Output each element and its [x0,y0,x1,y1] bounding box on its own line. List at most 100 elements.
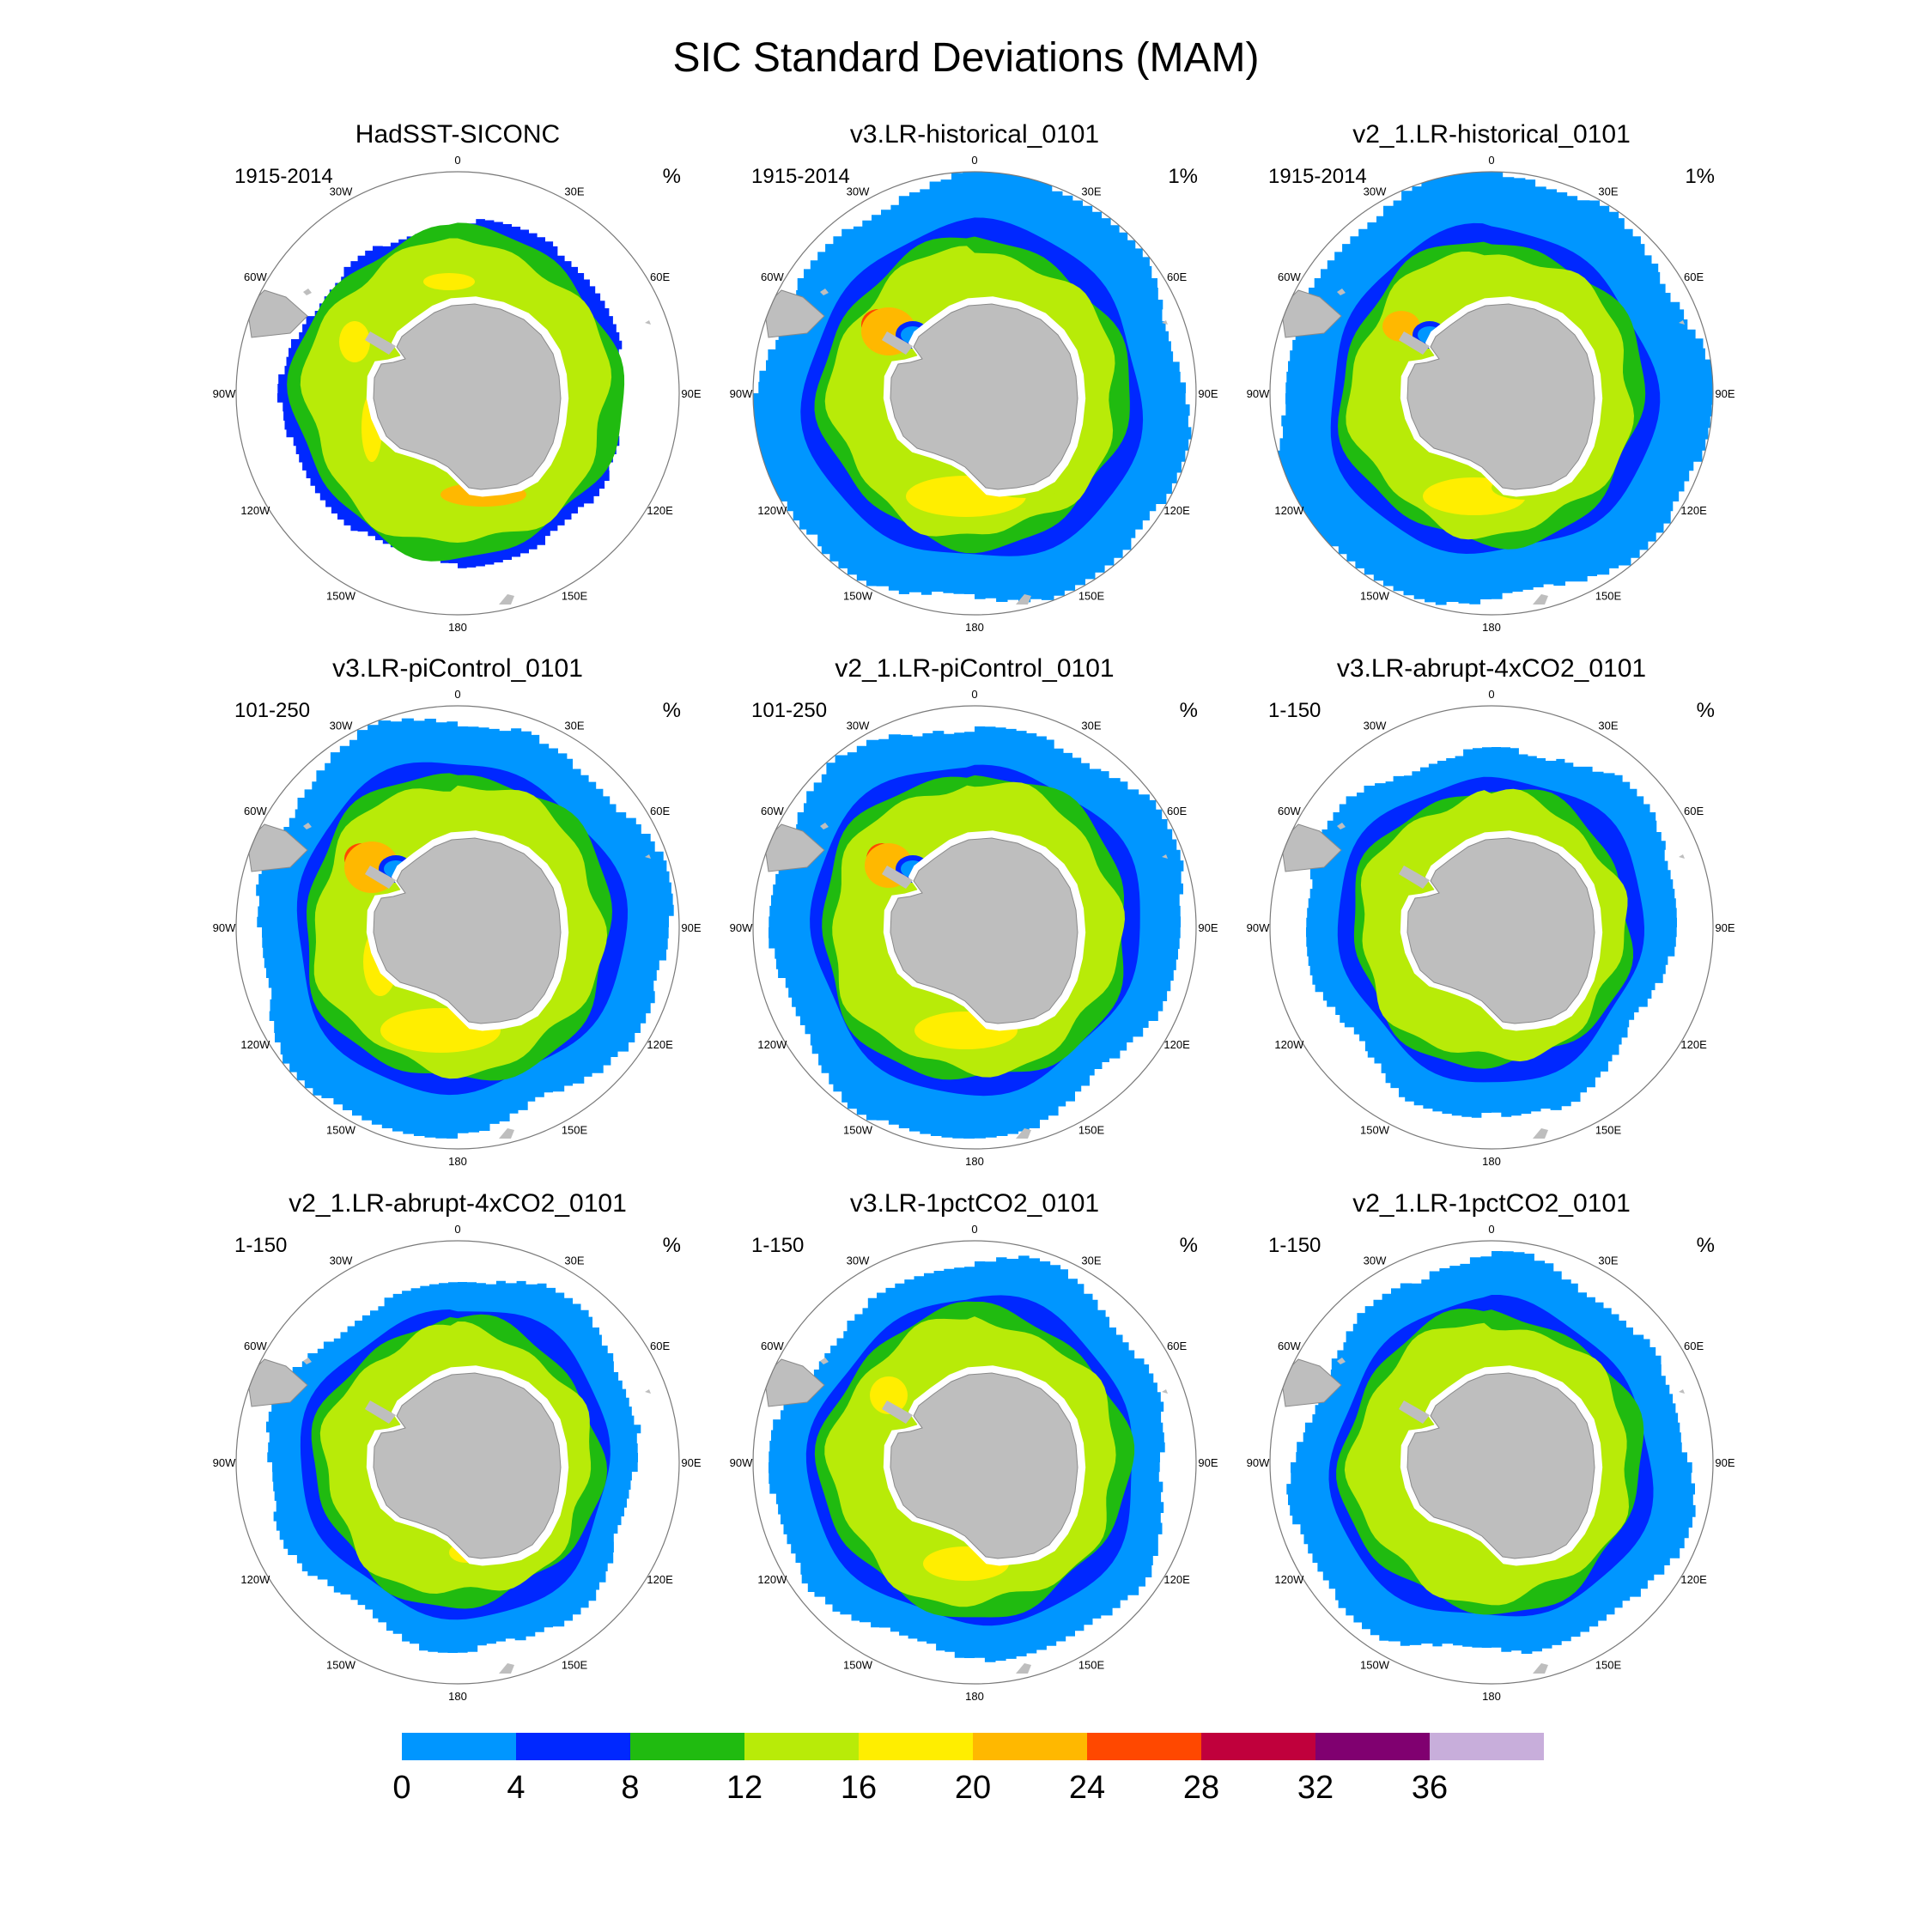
island-land [1162,320,1168,325]
longitude-label: 120E [1163,504,1190,517]
colorbar-swatch [402,1733,516,1760]
island-land [1162,1389,1168,1394]
panel-unit-label: % [663,699,681,722]
longitude-label: 120W [1274,504,1304,517]
longitude-label: 30E [564,719,584,732]
map-panel: 0 30E 60E 90E 120E 150E 180 150W 120W 90W 60W 30W v2… [730,654,1218,1168]
antarctic-peninsula [882,866,913,889]
island-land [1679,854,1685,859]
panel-unit-label: % [1180,1234,1198,1257]
antarctic-peninsula [882,1400,913,1424]
colorbar-tick-label: 36 [1412,1770,1448,1806]
map-border [235,171,680,616]
colorbar-swatch [859,1733,973,1760]
map-panel: 0 30E 60E 90E 120E 150E 180 150W 120W 90W 60W 30W v2… [1247,1189,1735,1703]
longitude-label: 0 [1488,1223,1494,1236]
antarctic-peninsula [365,1400,396,1424]
colorbar-swatch [973,1733,1087,1760]
longitude-label: 150E [562,590,588,603]
island-land [1337,823,1346,829]
longitude-label: 120W [1274,1038,1304,1051]
longitude-label: 0 [971,688,977,701]
longitude-label: 60W [244,805,267,817]
panel-unit-label: % [663,165,681,188]
longitude-label: 90E [1198,387,1218,400]
longitude-label: 60W [761,270,784,283]
longitude-label: 90E [1715,1456,1735,1469]
colorbar-tick-label: 12 [726,1770,762,1806]
longitude-label: 30W [330,185,353,197]
longitude-label: 0 [971,1223,977,1236]
longitude-label: 90W [1247,1456,1270,1469]
longitude-label: 120E [1163,1038,1190,1051]
south-america-land [1280,823,1342,872]
longitude-label: 150W [843,590,873,603]
panel-title: v3.LR-abrupt-4xCO2_0101 [1337,654,1646,683]
island-land [303,1358,312,1364]
longitude-label: 90E [1715,387,1735,400]
panel-period-label: 1-150 [234,1234,287,1257]
panel-title: v3.LR-piControl_0101 [332,654,583,683]
longitude-label: 150E [1595,1124,1622,1137]
sic-anomaly-patch [870,1376,908,1414]
colorbar-swatch [1087,1733,1201,1760]
longitude-label: 60E [650,1340,670,1352]
longitude-label: 120E [1680,504,1707,517]
colorbar-tick-label: 4 [507,1770,525,1806]
antarctica-land [373,303,562,490]
longitude-label: 150W [843,1124,873,1137]
map-panel: 0 30E 60E 90E 120E 150E 180 150W 120W 90W 60W 30W Ha… [213,120,702,634]
longitude-label: 30E [1081,185,1101,197]
panel-period-label: 1-150 [751,1234,804,1257]
panel-title: v2_1.LR-abrupt-4xCO2_0101 [289,1189,627,1218]
longitude-label: 90W [213,1456,236,1469]
longitude-label: 180 [448,621,467,634]
longitude-label: 120W [240,1038,270,1051]
south-america-land [763,1358,825,1407]
south-america-land [763,823,825,872]
longitude-label: 60W [761,1340,784,1352]
longitude-label: 0 [1488,688,1494,701]
longitude-label: 30W [847,719,870,732]
longitude-label: 60E [650,270,670,283]
colorbar-tick-label: 8 [621,1770,639,1806]
longitude-label: 0 [454,688,460,701]
longitude-label: 30W [1364,185,1387,197]
longitude-label: 30E [1081,1254,1101,1267]
longitude-label: 180 [448,1690,467,1703]
antarctic-peninsula [1399,331,1430,355]
longitude-label: 90W [1247,387,1270,400]
island-land [820,289,829,295]
south-america-land [246,823,308,872]
longitude-label: 180 [1482,621,1501,634]
longitude-label: 30E [564,185,584,197]
island-land [303,823,312,829]
sic-anomaly-patch [423,273,475,290]
longitude-label: 90E [1715,921,1735,934]
panel-period-label: 1-150 [1268,699,1321,722]
longitude-label: 150W [326,1659,356,1672]
longitude-label: 60E [1684,1340,1704,1352]
longitude-label: 60W [1278,805,1301,817]
longitude-label: 30W [330,1254,353,1267]
map-panel: 0 30E 60E 90E 120E 150E 180 150W 120W 90W 60W 30W v3… [730,120,1218,634]
map-border [1269,1240,1714,1685]
colorbar: 0 4 8 12 16 20 24 28 32 36 [392,1733,1544,1806]
longitude-label: 90W [1247,921,1270,934]
longitude-label: 90W [730,387,753,400]
new-zealand-land [1533,594,1548,605]
colorbar-tick-label: 16 [841,1770,877,1806]
map-border [752,171,1197,616]
panel-period-label: 1915-2014 [1268,165,1367,188]
longitude-label: 120E [647,504,673,517]
longitude-label: 120W [757,1038,787,1051]
panel-period-label: 1915-2014 [751,165,850,188]
longitude-label: 90W [213,921,236,934]
longitude-label: 30W [847,1254,870,1267]
longitude-label: 90W [213,387,236,400]
island-land [1679,320,1685,325]
new-zealand-land [1533,1128,1548,1139]
island-land [645,1389,651,1394]
new-zealand-land [1016,1663,1031,1674]
